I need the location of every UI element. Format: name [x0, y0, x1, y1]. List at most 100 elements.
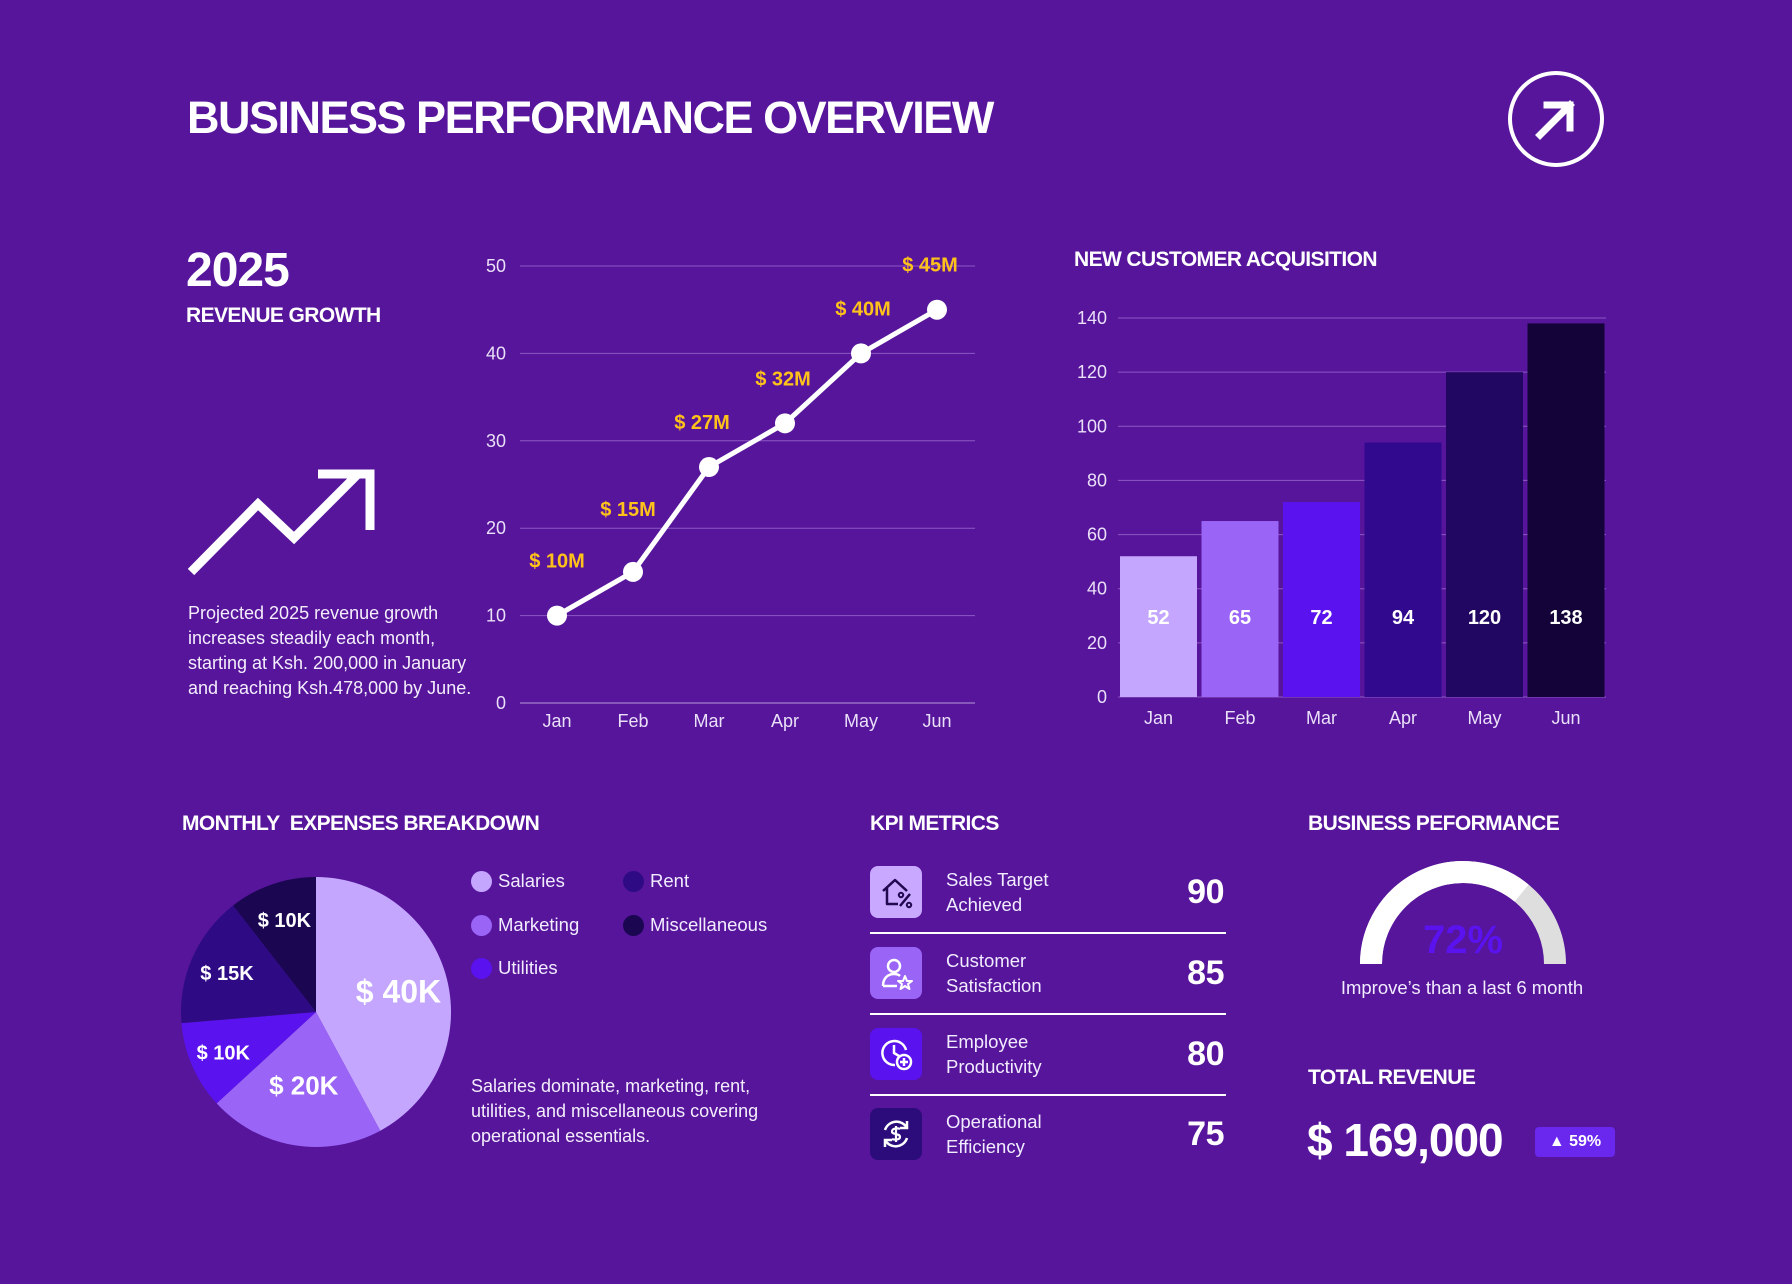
performance-caption: Improve’s than a last 6 month [1340, 977, 1584, 998]
revenue-description: Projected 2025 revenue growth increases … [188, 603, 472, 698]
data-label: $ 40M [835, 298, 891, 320]
legend-label-utilities: Utilities [498, 957, 558, 978]
kpi-label: Sales Target Achieved [946, 869, 1049, 915]
legend-swatch [471, 870, 492, 892]
x-tick-label: Jun [1551, 708, 1580, 728]
y-tick-label: 50 [486, 256, 506, 276]
dollar-cycle-icon [870, 1108, 922, 1160]
data-point [547, 605, 567, 626]
data-point [775, 413, 795, 434]
bar-value-label: 72 [1310, 607, 1332, 629]
pie-slice [216, 1012, 381, 1147]
x-tick-label: May [844, 711, 878, 731]
gauge-value: 72% [1423, 918, 1503, 962]
kpi-value: 90 [1187, 872, 1224, 911]
revenue-change-badge: ▲ 59% [1535, 1127, 1615, 1157]
y-tick-label: 60 [1087, 525, 1107, 545]
performance-gauge: 72% [1360, 861, 1566, 965]
y-tick-label: 100 [1077, 416, 1107, 436]
pie-slice [181, 1012, 316, 1104]
y-tick-label: 0 [496, 693, 506, 713]
pie-slice [181, 905, 316, 1024]
expenses-title: MONTHLY EXPENSES BREAKDOWN [182, 812, 540, 835]
trending-up-icon [186, 468, 378, 580]
y-tick-label: 30 [486, 431, 506, 451]
acquisition-bar-chart: 0 20 40 60 80 100 120 140 52 65 72 94 120 138 Jan Feb… [1077, 308, 1606, 728]
legend-item: Miscellaneous [623, 914, 767, 936]
y-tick-label: 20 [1087, 633, 1107, 653]
data-point [927, 299, 947, 320]
x-tick-label: Feb [1224, 708, 1255, 728]
pie-slice-label: $ 20K [269, 1070, 339, 1100]
pie-slice-label: $ 15K [200, 963, 254, 985]
x-tick-label: Feb [617, 711, 648, 731]
bar-value-label: 65 [1229, 607, 1251, 629]
legend-label-rent: Rent [650, 870, 690, 891]
x-tick-label: Apr [1389, 708, 1417, 728]
expenses-legend: Salaries Marketing Utilities Rent Miscel… [471, 870, 801, 990]
arrow-up-right-icon[interactable] [1507, 70, 1605, 168]
data-label: $ 32M [755, 368, 811, 390]
bar-value-label: 52 [1147, 607, 1169, 629]
legend-item: Rent [623, 870, 689, 892]
x-tick-label: Jan [542, 711, 571, 731]
pie-slice-label: $ 40K [356, 973, 441, 1009]
kpi-value: 80 [1187, 1034, 1224, 1073]
expenses-pie-chart: $ 40K $ 20K $ 10K $ 15K $ 10K [181, 877, 451, 1147]
data-point [623, 561, 643, 582]
data-label: $ 45M [902, 255, 958, 277]
legend-label-miscellaneous: Miscellaneous [650, 914, 768, 935]
kpi-row-customer-satisfaction: Customer Satisfaction 85 [870, 933, 1226, 1015]
y-tick-label: 80 [1087, 470, 1107, 490]
y-tick-label: 120 [1077, 362, 1107, 382]
x-tick-label: Jan [1144, 708, 1173, 728]
bar-value-label: 94 [1392, 607, 1415, 629]
revenue-line-chart: 0 10 20 30 40 50 $ 10M $ 15M $ 27M $ 32M $ 40M $ 4… [486, 255, 975, 731]
legend-item: Utilities [471, 957, 558, 979]
revenue-year: 2025 [186, 244, 290, 297]
bar-value-label: 120 [1468, 607, 1501, 629]
kpi-row-employee-productivity: Employee Productivity 80 [870, 1014, 1226, 1096]
kpi-title: KPI METRICS [870, 812, 999, 835]
bar [1120, 556, 1197, 697]
legend-item: Salaries [471, 870, 565, 892]
x-tick-label: Jun [922, 711, 951, 731]
performance-title: BUSINESS PEFORMANCE [1308, 812, 1560, 835]
y-tick-label: 40 [486, 343, 506, 363]
kpi-row-operational-efficiency: Operational Efficiency 75 [870, 1094, 1226, 1174]
y-tick-label: 40 [1087, 579, 1107, 599]
data-label: $ 15M [600, 499, 656, 521]
kpi-row-sales-target: Sales Target Achieved 90 [870, 852, 1226, 934]
pie-slice-label: $ 10K [197, 1043, 251, 1065]
data-point [851, 343, 871, 364]
y-tick-label: 140 [1077, 308, 1107, 328]
bar-value-label: 138 [1549, 607, 1582, 629]
kpi-label: Employee Productivity [946, 1031, 1042, 1077]
user-star-icon [870, 947, 922, 999]
pie-slice [233, 877, 316, 1012]
legend-swatch [471, 957, 492, 979]
y-tick-label: 0 [1097, 687, 1107, 707]
bar [1364, 442, 1442, 697]
data-label: $ 10M [529, 551, 585, 573]
kpi-value: 85 [1187, 953, 1224, 992]
kpi-label: Operational Efficiency [946, 1111, 1042, 1157]
legend-item: Marketing [471, 914, 579, 936]
x-tick-label: Mar [1306, 708, 1337, 728]
expenses-description: Salaries dominate, marketing, rent, util… [471, 1076, 759, 1146]
x-tick-label: May [1467, 708, 1501, 728]
house-percent-icon [870, 866, 922, 918]
bar [1527, 323, 1605, 697]
x-tick-label: Apr [771, 711, 799, 731]
kpi-label: Customer Satisfaction [946, 950, 1042, 996]
revenue-line [555, 307, 939, 618]
pie-slice-label: $ 10K [258, 910, 312, 932]
legend-label-salaries: Salaries [498, 870, 565, 891]
gauge-fill [1360, 861, 1529, 965]
acquisition-title: NEW CUSTOMER ACQUISITION [1074, 248, 1378, 271]
legend-swatch [623, 914, 644, 936]
legend-swatch [623, 870, 644, 892]
kpi-value: 75 [1187, 1114, 1224, 1153]
total-revenue-title: TOTAL REVENUE [1308, 1066, 1476, 1089]
page-title: BUSINESS PERFORMANCE OVERVIEW [187, 92, 994, 143]
